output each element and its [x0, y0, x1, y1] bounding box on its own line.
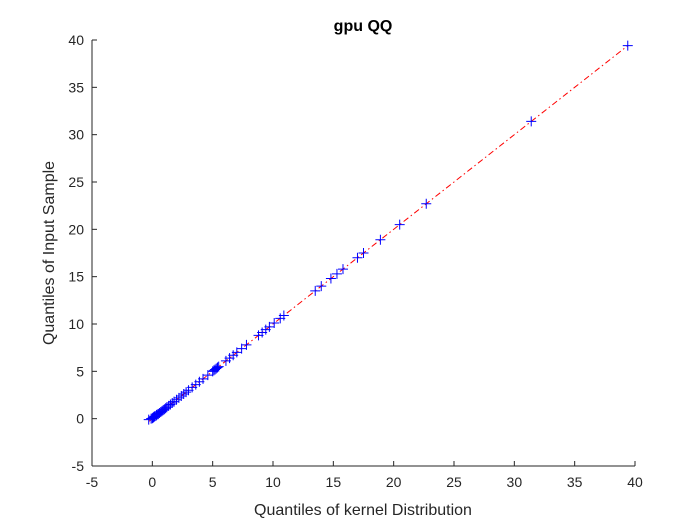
x-tick-label: 0	[148, 474, 156, 490]
data-point-marker	[325, 273, 336, 284]
y-tick-label: 5	[76, 363, 84, 379]
data-point-marker	[278, 310, 289, 321]
y-axis-title: Quantiles of Input Sample	[41, 161, 58, 345]
data-point-marker	[375, 234, 386, 245]
data-point-marker	[421, 198, 432, 209]
data-point-marker	[316, 281, 327, 292]
x-tick-label: 20	[386, 474, 402, 490]
data-point-marker	[310, 285, 321, 296]
data-point-marker	[269, 318, 280, 329]
y-ticks: -5 0 5 10 15 20 25 30 35 40	[68, 32, 97, 474]
data-point-marker	[358, 248, 369, 258]
data-point-marker	[352, 252, 363, 263]
data-point-marker	[526, 116, 537, 127]
y-tick-label: 35	[68, 79, 84, 95]
data-point-marker	[181, 387, 192, 398]
y-tick-label: 40	[68, 32, 84, 48]
x-tick-label: 35	[567, 474, 583, 490]
y-tick-label: 15	[68, 269, 84, 285]
x-axis-title: Quantiles of kernel Distribution	[254, 502, 472, 519]
y-tick-label: -5	[72, 458, 85, 474]
x-tick-label: 40	[627, 474, 643, 490]
data-markers	[143, 40, 633, 425]
x-tick-label: 5	[209, 474, 217, 490]
x-tick-label: -5	[86, 474, 99, 490]
data-point-marker	[622, 40, 633, 51]
y-tick-label: 10	[68, 316, 84, 332]
y-tick-label: 20	[68, 221, 84, 237]
data-point-marker	[331, 268, 342, 279]
x-tick-label: 10	[265, 474, 281, 490]
data-point-marker	[241, 339, 252, 350]
data-point-marker	[213, 361, 224, 372]
data-point-marker	[337, 264, 348, 275]
x-ticks: -5 0 5 10 15 20 25 30 35 40	[86, 461, 643, 490]
y-tick-label: 25	[68, 174, 84, 190]
chart-title: gpu QQ	[334, 18, 393, 35]
x-tick-label: 15	[326, 474, 342, 490]
data-point-marker	[394, 219, 405, 230]
y-tick-label: 0	[76, 411, 84, 427]
x-tick-label: 25	[446, 474, 462, 490]
plot-area: -5 0 5 10 15 20 25 30 35 40 -5 0 5 10 15 20 25 30 35 40	[68, 32, 643, 490]
x-tick-label: 30	[507, 474, 523, 490]
data-point-marker	[211, 363, 222, 374]
y-tick-label: 30	[68, 127, 84, 143]
data-point-marker	[212, 362, 223, 373]
